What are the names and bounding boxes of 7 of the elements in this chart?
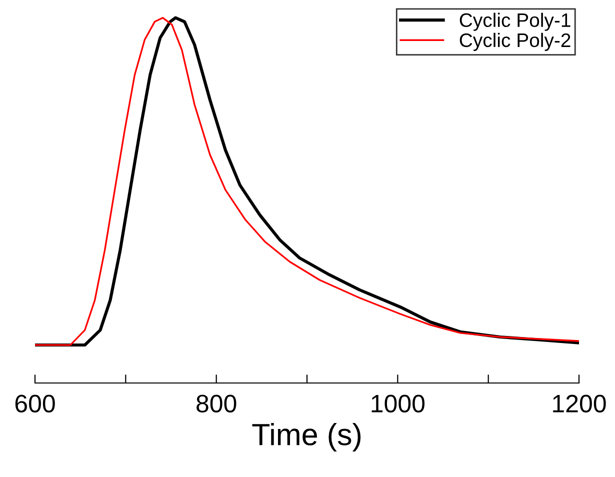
legend-label: Cyclic Poly-1 (460, 12, 570, 31)
x-tick-label: 1200 (553, 394, 606, 412)
x-axis-title: Time (s) (252, 422, 361, 452)
x-tick-label: 600 (15, 394, 55, 412)
x-tick-label: 1000 (372, 394, 424, 412)
x-tick-label: 800 (196, 394, 236, 412)
legend-label: Cyclic Poly-2 (460, 32, 570, 51)
